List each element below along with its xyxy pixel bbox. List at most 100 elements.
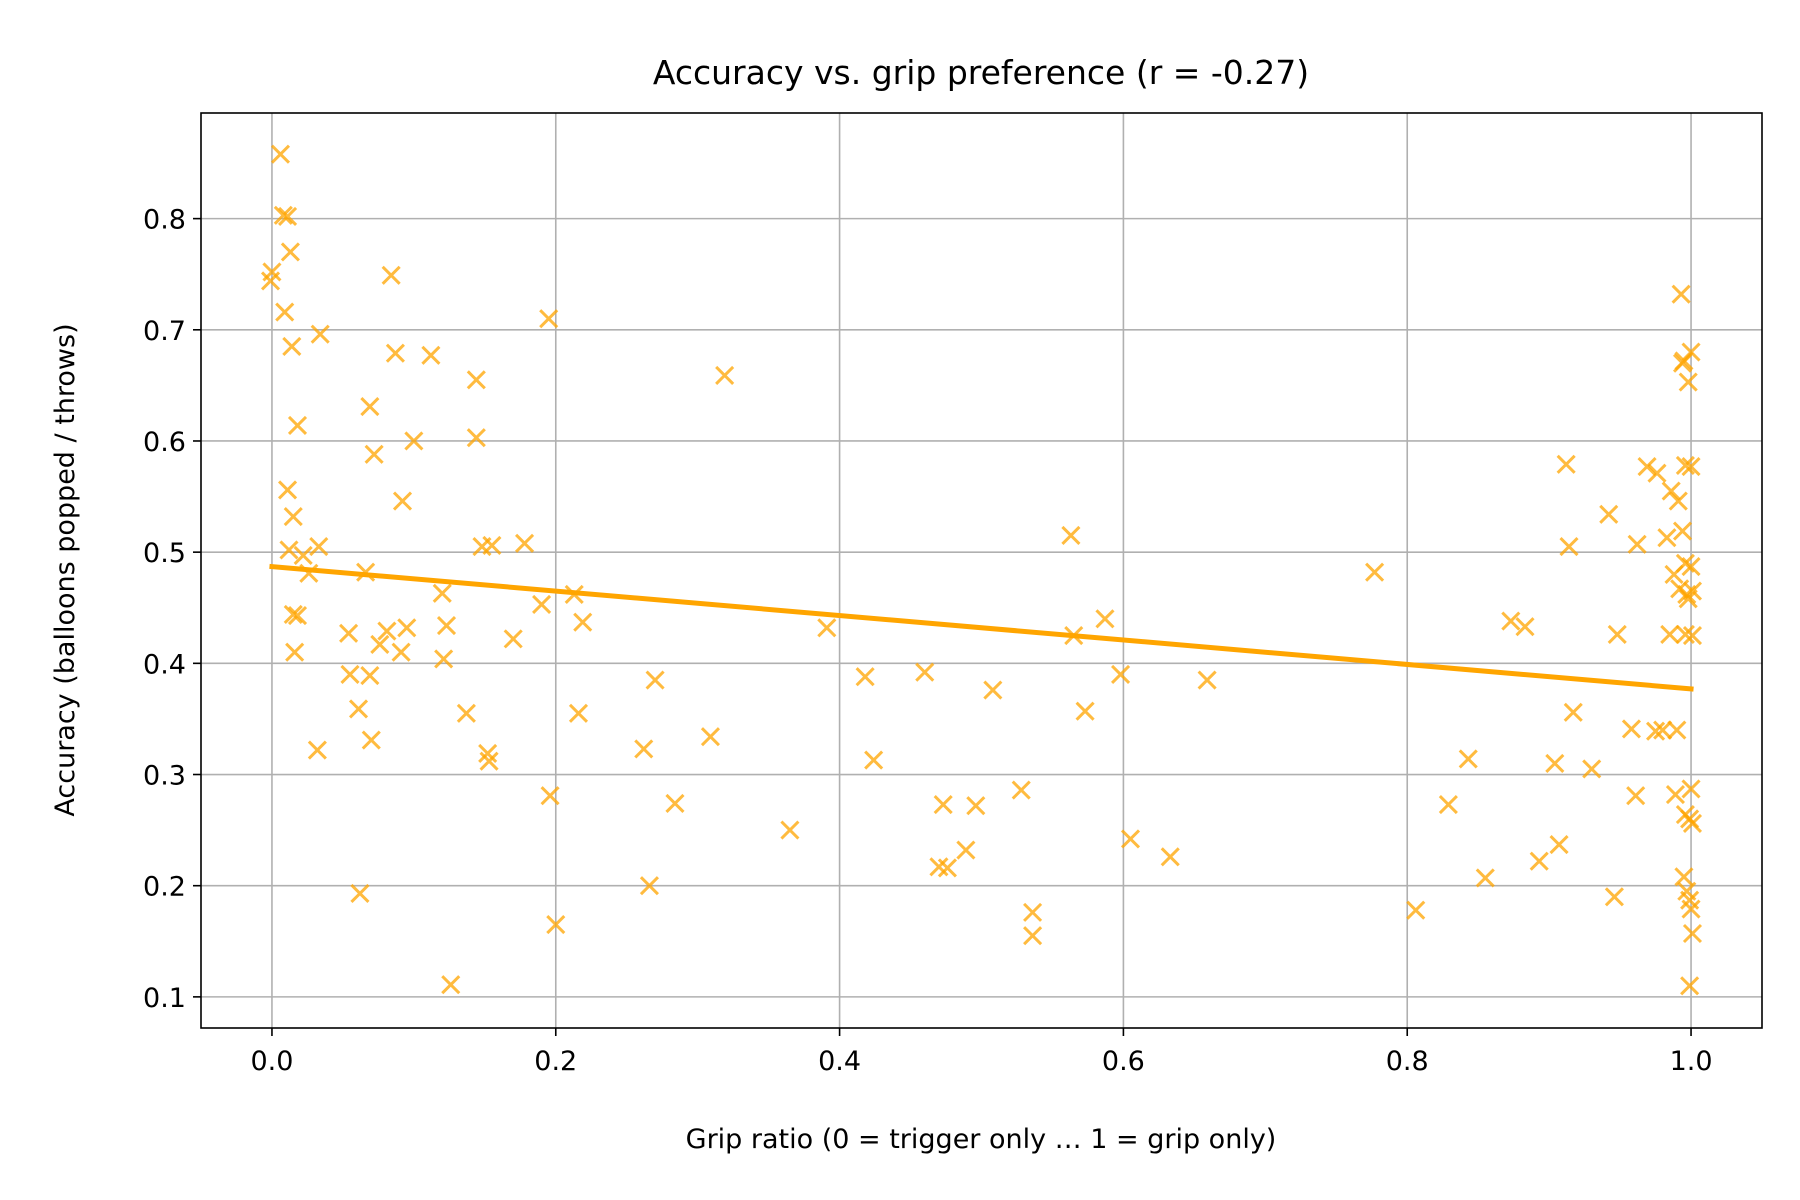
data-point [933, 794, 953, 815]
data-point [1111, 664, 1131, 685]
data-point [1627, 534, 1647, 554]
data-point [377, 621, 397, 641]
data-point [1665, 784, 1685, 805]
data-point [421, 345, 441, 365]
data-point [1661, 481, 1681, 501]
data-point [700, 727, 721, 747]
y-tick-label: 0.1 [143, 983, 186, 1014]
data-point [385, 343, 405, 363]
data-point [361, 730, 381, 750]
data-point [482, 535, 502, 556]
data-point [1682, 581, 1703, 601]
data-point [1011, 780, 1031, 800]
data-point [539, 309, 559, 329]
data-point [478, 743, 498, 763]
data-point [360, 396, 380, 417]
data-point [285, 642, 305, 662]
data-point [817, 618, 837, 638]
data-point [278, 206, 298, 226]
data-point [1607, 624, 1627, 644]
data-point [634, 739, 654, 759]
data-point [479, 751, 499, 771]
data-point [1681, 342, 1701, 362]
data-point [282, 336, 302, 357]
data-point [1160, 847, 1180, 867]
data-point [1681, 557, 1701, 577]
data-point [1682, 923, 1703, 944]
data-point [283, 604, 303, 624]
data-point [1657, 528, 1677, 548]
data-point [1660, 624, 1680, 644]
data-point [432, 583, 452, 603]
data-point [436, 615, 457, 636]
data-point [568, 703, 589, 723]
data-point [1675, 553, 1695, 573]
data-point [1667, 720, 1687, 740]
data-point [1677, 584, 1697, 604]
data-point [966, 796, 986, 816]
data-point [283, 507, 303, 527]
data-point [273, 205, 293, 225]
trend-line [269, 563, 1694, 692]
data-point [1529, 851, 1549, 871]
data-point [364, 444, 384, 464]
data-point [1626, 786, 1646, 806]
data-point [1681, 779, 1701, 799]
plot-frame [200, 112, 1763, 1029]
data-point [339, 623, 359, 643]
y-tick-label: 0.5 [143, 538, 186, 569]
data-point [1406, 900, 1426, 920]
data-point [1563, 702, 1583, 722]
data-point [466, 370, 486, 390]
data-point [1668, 491, 1688, 511]
x-tick-label: 0.6 [1102, 1046, 1145, 1077]
data-point [1061, 525, 1081, 546]
data-point [1637, 456, 1657, 477]
data-point [1475, 868, 1495, 888]
data-point [310, 324, 330, 344]
x-tick-label: 1.0 [1670, 1046, 1713, 1077]
y-tick-label: 0.4 [143, 649, 186, 680]
data-point [1646, 721, 1666, 741]
axis-ticks: 0.0 0.2 0.4 0.6 0.8 1.0 0.1 0.2 0.3 0.4 0.5 0.6 0.7 0… [143, 205, 1712, 1077]
x-tick-label: 0.2 [534, 1046, 577, 1077]
data-point [915, 662, 935, 682]
data-point [1023, 926, 1043, 946]
data-point [514, 533, 535, 553]
y-axis-label: Accuracy (balloons popped / throws) [50, 323, 81, 816]
data-point [392, 491, 413, 511]
data-point [1559, 537, 1579, 557]
data-point [381, 265, 401, 285]
grid-lines [201, 113, 1762, 1028]
data-point [665, 793, 685, 813]
data-point [360, 666, 380, 686]
data-point [1582, 759, 1602, 779]
data-point [1023, 902, 1043, 922]
data-point [350, 883, 370, 904]
data-point [1515, 617, 1535, 637]
data-point [309, 537, 329, 557]
y-tick-label: 0.3 [143, 761, 186, 792]
data-point [573, 612, 593, 632]
data-point [1545, 753, 1565, 773]
data-point [956, 840, 976, 860]
y-tick-label: 0.7 [143, 316, 186, 347]
data-points [260, 144, 1703, 996]
data-point [287, 415, 308, 435]
data-point [356, 562, 376, 582]
data-point [1671, 284, 1691, 304]
data-point [434, 649, 454, 669]
x-tick-label: 0.8 [1386, 1046, 1429, 1077]
data-point [287, 605, 308, 626]
x-axis-label: Grip ratio (0 = trigger only … 1 = grip … [686, 1124, 1277, 1155]
y-tick-label: 0.6 [143, 427, 186, 458]
data-point [397, 618, 417, 638]
data-point [270, 144, 291, 164]
data-point [1095, 609, 1115, 629]
data-point [441, 975, 461, 995]
data-point [275, 302, 295, 322]
data-point [1365, 562, 1385, 582]
data-point [1672, 521, 1693, 541]
data-point [503, 629, 523, 649]
